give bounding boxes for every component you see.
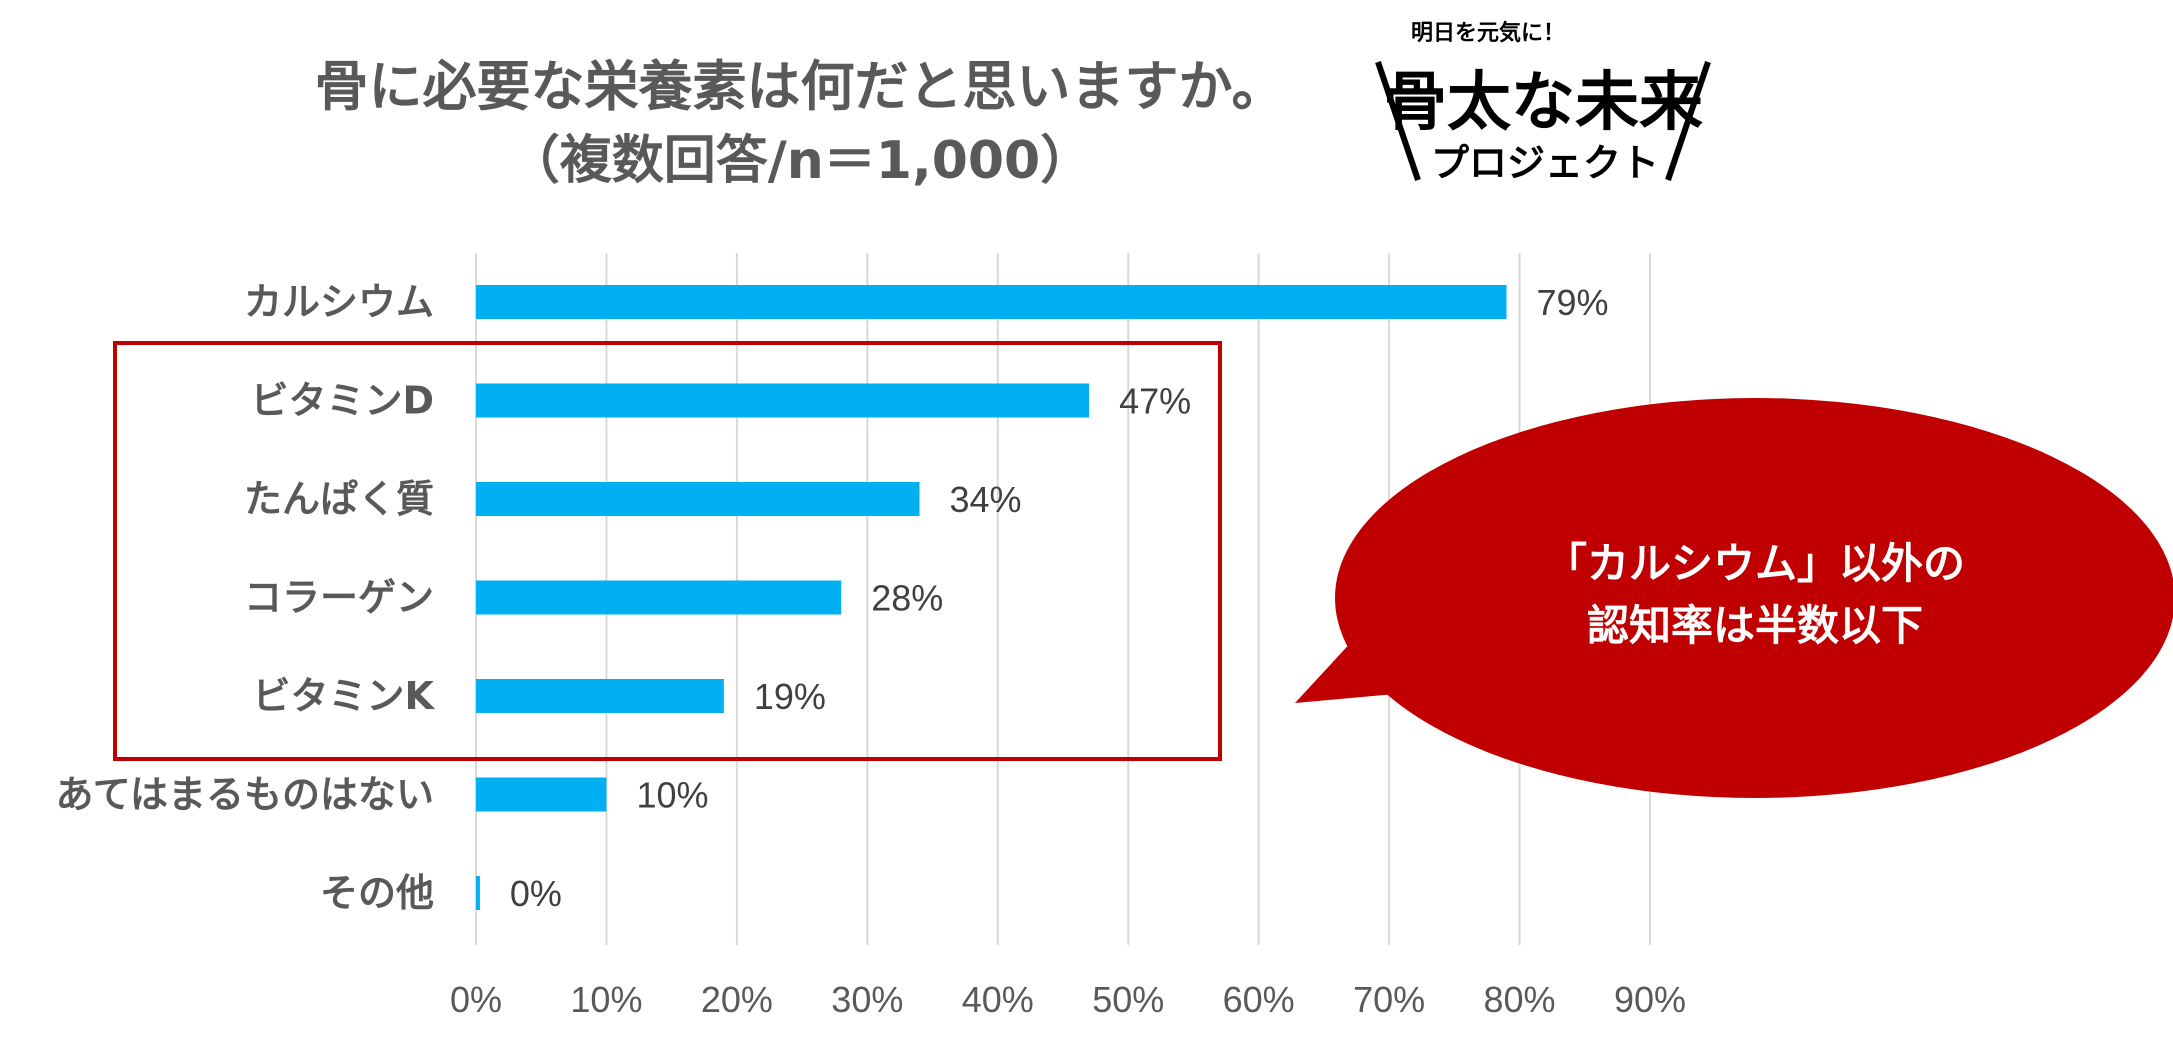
x-tick-label: 10%: [570, 979, 642, 1020]
bar: [476, 679, 724, 713]
bar: [476, 876, 480, 910]
x-tick-label: 50%: [1092, 979, 1164, 1020]
logo-frame-right: [1665, 61, 1711, 181]
project-logo: 明日を元気に！ 骨太な未来 プロジェクト: [1375, 20, 1711, 185]
bar: [476, 285, 1507, 319]
x-tick-label: 30%: [831, 979, 903, 1020]
category-label: コラーゲン: [244, 576, 434, 620]
value-label: 28%: [871, 578, 943, 619]
x-tick-label: 70%: [1353, 979, 1425, 1020]
category-label: その他: [320, 871, 434, 915]
bar: [476, 777, 607, 812]
callout-line1: 「カルシウム」以外の: [1545, 539, 1965, 588]
highlight-box: [113, 341, 1222, 761]
x-tick-label: 0%: [450, 979, 502, 1020]
category-label: あてはまるものはない: [56, 773, 434, 817]
bar: [476, 482, 920, 516]
bar: [476, 383, 1090, 418]
logo-name: 骨太な未来: [1383, 66, 1703, 140]
callout-bubble: 「カルシウム」以外の 認知率は半数以下: [1295, 398, 2173, 798]
logo-suffix: プロジェクト: [1431, 141, 1659, 185]
value-label: 34%: [950, 479, 1022, 520]
value-label: 19%: [754, 676, 826, 717]
category-label: ビタミンD: [250, 379, 434, 423]
chart-title: 骨に必要な栄養素は何だと思いますか。: [314, 55, 1286, 118]
x-tick-label: 40%: [962, 979, 1034, 1020]
value-label: 0%: [510, 873, 562, 914]
x-axis-ticks: 0% 10% 20% 30% 40% 50% 60% 70% 80% 90%: [450, 979, 1686, 1020]
callout-line2: 認知率は半数以下: [1587, 601, 1923, 650]
x-tick-label: 90%: [1614, 979, 1686, 1020]
value-label: 10%: [636, 775, 708, 816]
logo-tagline: 明日を元気に！: [1411, 20, 1565, 46]
category-label: カルシウム: [244, 280, 434, 324]
chart-subtitle: （複数回答/n＝1,000）: [507, 131, 1093, 191]
category-label: たんぱく質: [244, 477, 434, 521]
bars: [476, 285, 1507, 910]
logo-frame-left: [1375, 61, 1421, 181]
value-label: 79%: [1537, 282, 1609, 323]
category-label: ビタミンK: [253, 674, 436, 718]
bar: [476, 580, 842, 615]
value-labels: 79% 47% 34% 28% 19% 10% 0%: [510, 282, 1609, 914]
x-tick-label: 60%: [1223, 979, 1295, 1020]
callout-body: [1335, 398, 2173, 798]
value-label: 47%: [1119, 381, 1191, 422]
x-tick-label: 80%: [1484, 979, 1556, 1020]
x-tick-label: 20%: [701, 979, 773, 1020]
